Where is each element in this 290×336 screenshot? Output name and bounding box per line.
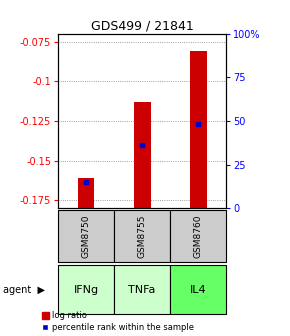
- Text: IFNg: IFNg: [73, 285, 99, 295]
- Text: GSM8755: GSM8755: [137, 214, 147, 258]
- Legend: log ratio, percentile rank within the sample: log ratio, percentile rank within the sa…: [42, 311, 194, 332]
- Bar: [134, 102, 151, 208]
- Bar: [114, 210, 170, 262]
- Bar: [58, 265, 114, 314]
- Bar: [78, 178, 95, 208]
- Bar: [190, 51, 206, 208]
- Text: IL4: IL4: [190, 285, 206, 295]
- Text: agent  ▶: agent ▶: [3, 285, 45, 295]
- Bar: [114, 265, 170, 314]
- Title: GDS499 / 21841: GDS499 / 21841: [91, 19, 193, 33]
- Text: TNFa: TNFa: [128, 285, 156, 295]
- Bar: [58, 210, 114, 262]
- Text: GSM8760: GSM8760: [194, 214, 203, 258]
- Text: GSM8750: GSM8750: [81, 214, 90, 258]
- Bar: [170, 210, 226, 262]
- Bar: [170, 265, 226, 314]
